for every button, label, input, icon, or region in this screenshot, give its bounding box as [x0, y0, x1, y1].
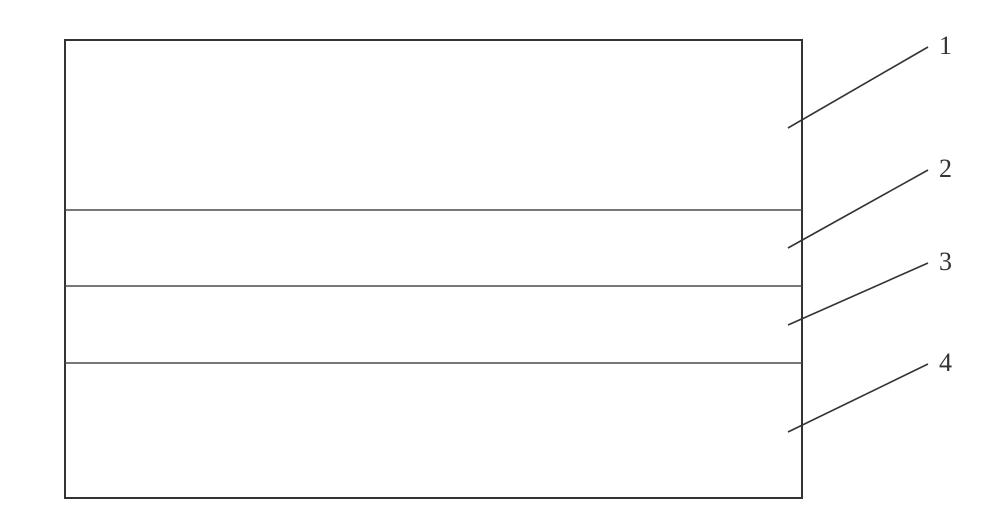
label-1: 1	[939, 31, 952, 60]
label-3: 3	[939, 247, 952, 276]
leader-line-3	[788, 263, 928, 325]
leader-line-2	[788, 170, 928, 248]
outer-box	[65, 40, 802, 498]
leader-line-4	[788, 364, 928, 432]
label-2: 2	[939, 154, 952, 183]
layer-diagram: 1 2 3 4	[0, 0, 1000, 527]
leader-line-1	[788, 47, 928, 128]
layer-dividers	[65, 210, 802, 363]
annotations: 1 2 3 4	[788, 31, 952, 432]
label-4: 4	[939, 348, 952, 377]
